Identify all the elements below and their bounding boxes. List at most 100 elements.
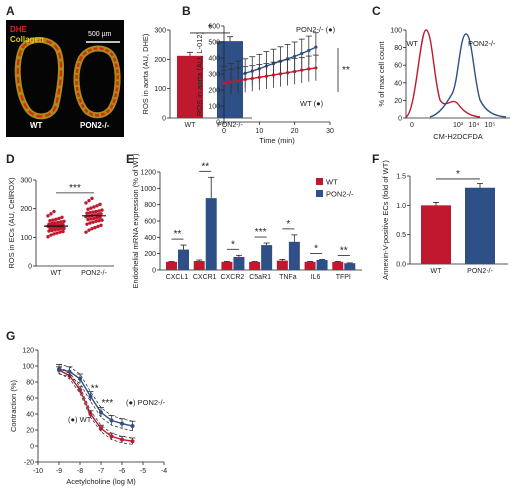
f-x-tick-label: WT bbox=[431, 268, 443, 275]
d-point bbox=[51, 218, 55, 222]
b-x-tick-label: 30 bbox=[326, 128, 334, 135]
d-point bbox=[61, 222, 65, 227]
g-y-tick-label: 40 bbox=[26, 412, 34, 419]
panel-label-c: C bbox=[372, 4, 381, 18]
e-bar bbox=[332, 261, 344, 270]
d-point bbox=[49, 212, 53, 216]
f-bar-0 bbox=[421, 205, 451, 264]
stain-label-dhe: DHE bbox=[10, 25, 28, 34]
d-point bbox=[90, 227, 94, 231]
d-point bbox=[53, 221, 57, 225]
b-point bbox=[236, 79, 240, 83]
c-histogram-wt bbox=[405, 29, 481, 118]
d-y-tick-label: 200 bbox=[20, 206, 32, 213]
d-point bbox=[50, 221, 54, 226]
micrograph-background bbox=[6, 20, 124, 137]
c-y-tick-label: 20 bbox=[394, 98, 402, 105]
g-x-tick-label: -9 bbox=[56, 468, 62, 475]
g-ci-lower-1 bbox=[58, 373, 133, 432]
d-point bbox=[91, 220, 95, 224]
panel-label-e: E bbox=[126, 152, 134, 166]
g-ci-upper-1 bbox=[58, 364, 133, 422]
e-sig-label: *** bbox=[255, 227, 267, 238]
d-point bbox=[52, 209, 56, 214]
micrograph-label-wt: WT bbox=[30, 121, 43, 130]
d-point bbox=[94, 219, 98, 223]
e-legend-swatch-pon2 bbox=[316, 190, 323, 197]
e-x-tick-label: IL6 bbox=[311, 274, 321, 281]
d-x-tick-label: PON2-/- bbox=[81, 270, 107, 277]
d-point bbox=[52, 232, 56, 236]
micrograph-label-pon2: PON2-/- bbox=[80, 121, 110, 130]
f-y-tick-label: 0.0 bbox=[396, 262, 406, 269]
d-point bbox=[99, 223, 103, 227]
b-point bbox=[300, 51, 304, 56]
d-point bbox=[95, 216, 99, 220]
b-point bbox=[286, 71, 290, 75]
b-y-tick-label: 300 bbox=[208, 72, 220, 79]
g-y-tick-label: 120 bbox=[22, 348, 34, 355]
g-y-tick-label: 60 bbox=[26, 396, 34, 403]
b-point bbox=[264, 74, 268, 78]
g-legend-pon2: (●) PON2-/- bbox=[126, 398, 166, 407]
micrograph bbox=[6, 20, 124, 137]
e-y-tick-label: 400 bbox=[144, 235, 156, 242]
panel-label-g: G bbox=[6, 329, 15, 343]
a-bar-0 bbox=[177, 55, 203, 118]
g-legend-wt: (●) WT bbox=[68, 415, 92, 424]
b-point bbox=[314, 45, 318, 49]
c-histogram-pon2 bbox=[429, 33, 507, 118]
e-sig-label: * bbox=[286, 219, 290, 230]
b-y-tick-label: 200 bbox=[208, 88, 220, 95]
b-point bbox=[293, 69, 297, 74]
g-x-tick-label: -8 bbox=[77, 468, 83, 475]
e-legend-swatch-wt bbox=[316, 178, 323, 185]
d-point bbox=[87, 228, 91, 232]
d-point bbox=[93, 225, 97, 230]
g-point bbox=[109, 418, 114, 423]
d-point bbox=[86, 217, 90, 222]
d-point bbox=[61, 229, 65, 234]
d-point bbox=[89, 217, 93, 221]
d-point bbox=[55, 231, 59, 235]
d-point bbox=[98, 202, 102, 207]
aorta-ring-pon2-dhe bbox=[75, 47, 119, 117]
d-point bbox=[92, 205, 96, 209]
a-y-label: ROS in aorta (AU, DHE) bbox=[141, 33, 150, 114]
f-y-tick-label: 0.5 bbox=[396, 232, 406, 239]
g-x-tick-label: -10 bbox=[33, 468, 43, 475]
d-point bbox=[88, 221, 92, 225]
b-y-tick-label: 0 bbox=[216, 120, 220, 127]
g-x-tick-label: -6 bbox=[119, 468, 125, 475]
a-y-tick-label: 0 bbox=[162, 116, 166, 123]
d-x-tick-label: WT bbox=[51, 270, 63, 277]
b-point bbox=[257, 75, 261, 79]
stain-label-collagen: Collagen bbox=[10, 35, 44, 44]
g-y-label: Contraction (%) bbox=[9, 379, 18, 432]
b-point bbox=[293, 54, 297, 59]
g-point bbox=[67, 369, 72, 374]
g-point bbox=[99, 426, 103, 431]
a-x-tick-label: PON2-/- bbox=[217, 122, 243, 129]
d-point bbox=[85, 222, 89, 226]
e-y-tick-label: 1000 bbox=[140, 186, 156, 193]
c-x-tick-label: 10³ bbox=[453, 122, 464, 129]
e-legend-wt: WT bbox=[326, 178, 338, 187]
a-sig-label: * bbox=[208, 23, 212, 34]
e-x-tick-label: CXCR2 bbox=[221, 274, 245, 281]
e-bar bbox=[233, 256, 245, 270]
d-y-tick-label: 100 bbox=[20, 235, 32, 242]
d-point bbox=[97, 219, 101, 223]
d-y-label: ROS in ECs (AU, CellROX) bbox=[7, 177, 16, 269]
b-y-tick-label: 600 bbox=[208, 24, 220, 31]
b-legend-pon2: PON2-/- (●) bbox=[296, 25, 336, 34]
e-sig-label: * bbox=[314, 243, 318, 254]
e-bar bbox=[166, 261, 177, 270]
d-point bbox=[90, 196, 94, 201]
d-sig-label: *** bbox=[69, 183, 81, 194]
g-point bbox=[78, 388, 82, 392]
f-y-tick-label: 1.5 bbox=[396, 174, 406, 181]
c-y-tick-label: 0 bbox=[398, 116, 402, 123]
f-sig-label: * bbox=[456, 169, 460, 180]
